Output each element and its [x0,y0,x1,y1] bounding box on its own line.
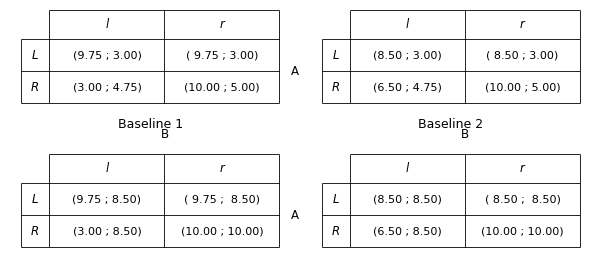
Text: l: l [406,162,409,175]
Text: ( 9.75 ; 3.00): ( 9.75 ; 3.00) [186,50,258,60]
Text: ( 8.50 ; 3.00): ( 8.50 ; 3.00) [486,50,558,60]
Text: (3.00 ; 4.75): (3.00 ; 4.75) [73,82,141,92]
Text: Baseline 1: Baseline 1 [118,118,183,131]
Text: Baseline 2: Baseline 2 [418,118,483,131]
Text: r: r [520,18,525,31]
Text: (10.00 ; 5.00): (10.00 ; 5.00) [484,82,560,92]
Text: r: r [219,162,224,175]
Text: L: L [32,193,38,206]
Text: (10.00 ; 10.00): (10.00 ; 10.00) [481,226,564,236]
Text: L: L [332,49,339,62]
Text: (8.50 ; 8.50): (8.50 ; 8.50) [373,194,442,204]
Text: l: l [105,162,109,175]
Text: (9.75 ; 8.50): (9.75 ; 8.50) [73,194,141,204]
Text: ( 8.50 ;  8.50): ( 8.50 ; 8.50) [484,194,560,204]
Text: r: r [520,162,525,175]
Text: (8.50 ; 3.00): (8.50 ; 3.00) [373,50,442,60]
Text: (10.00 ; 5.00): (10.00 ; 5.00) [184,82,260,92]
Text: R: R [332,81,340,94]
Text: (6.50 ; 8.50): (6.50 ; 8.50) [373,226,442,236]
Text: A: A [290,209,299,222]
Text: A: A [290,65,299,78]
Text: R: R [31,225,39,238]
Text: l: l [406,18,409,31]
Text: (6.50 ; 4.75): (6.50 ; 4.75) [373,82,442,92]
Text: ( 9.75 ;  8.50): ( 9.75 ; 8.50) [184,194,260,204]
Text: L: L [32,49,38,62]
Text: B: B [160,128,168,141]
Text: r: r [219,18,224,31]
Text: B: B [461,128,469,141]
Text: L: L [332,193,339,206]
Text: (9.75 ; 3.00): (9.75 ; 3.00) [73,50,141,60]
Text: l: l [105,18,109,31]
Text: R: R [31,81,39,94]
Text: (3.00 ; 8.50): (3.00 ; 8.50) [73,226,141,236]
Text: (10.00 ; 10.00): (10.00 ; 10.00) [181,226,263,236]
Text: R: R [332,225,340,238]
